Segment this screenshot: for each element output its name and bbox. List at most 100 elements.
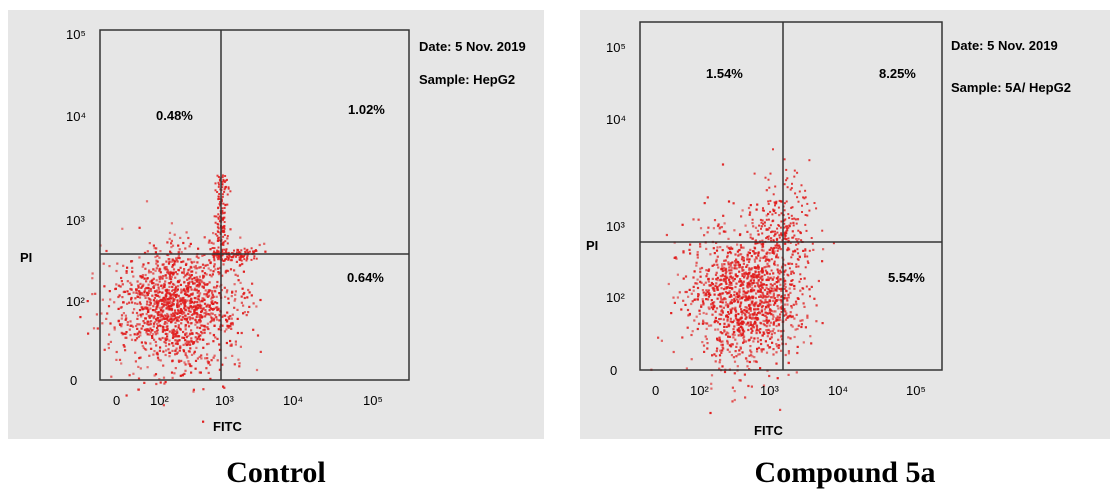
event-dot — [134, 339, 137, 342]
event-dot — [202, 388, 205, 391]
event-dot — [728, 272, 731, 275]
event-dot — [751, 218, 754, 221]
event-dot — [185, 332, 188, 335]
event-dot — [797, 324, 800, 327]
event-dot — [203, 272, 207, 275]
event-dot — [730, 343, 733, 346]
control-xtick-label-0: 0 — [113, 393, 120, 408]
event-dot — [784, 264, 787, 267]
event-dot — [685, 290, 688, 294]
event-dot — [730, 271, 733, 275]
event-dot — [226, 255, 229, 258]
event-dot — [181, 374, 184, 377]
event-dot — [682, 251, 685, 254]
event-dot — [749, 345, 752, 348]
event-dot — [149, 301, 152, 304]
event-dot — [252, 302, 255, 305]
event-dot — [199, 316, 202, 319]
event-dot — [775, 237, 779, 241]
event-dot — [186, 286, 190, 289]
event-dot — [146, 300, 149, 303]
event-dot — [714, 316, 717, 319]
event-dot — [180, 322, 183, 325]
event-dot — [202, 281, 205, 284]
event-dot — [770, 276, 773, 279]
event-dot — [239, 236, 242, 239]
event-dot — [171, 282, 175, 286]
event-dot — [783, 284, 786, 287]
event-dot — [120, 280, 123, 283]
event-dot — [704, 335, 707, 338]
event-dot — [179, 311, 182, 314]
event-dot — [212, 242, 215, 245]
event-dot — [747, 251, 750, 254]
event-dot — [788, 248, 791, 251]
event-dot — [780, 301, 783, 304]
event-dot — [753, 313, 756, 316]
event-dot — [762, 384, 766, 387]
event-dot — [657, 336, 660, 339]
control-xtick-label-1: 10² — [150, 393, 169, 408]
event-dot — [720, 308, 723, 311]
event-dot — [221, 315, 224, 318]
event-dot — [755, 301, 758, 304]
event-dot — [213, 354, 216, 357]
event-dot — [240, 259, 243, 262]
event-dot — [797, 238, 800, 241]
event-dot — [172, 312, 175, 315]
event-dot — [681, 223, 684, 226]
event-dot — [776, 377, 779, 380]
event-dot — [774, 289, 777, 292]
event-dot — [228, 317, 231, 320]
event-dot — [753, 311, 756, 314]
control-ytick-label-4: 10⁵ — [66, 27, 86, 42]
compound-date-annotation: Date: 5 Nov. 2019 — [951, 38, 1058, 53]
event-dot — [789, 314, 792, 317]
event-dot — [169, 297, 172, 300]
event-dot — [702, 311, 705, 315]
event-dot — [252, 328, 255, 331]
event-dot — [761, 278, 764, 282]
event-dot — [203, 312, 206, 315]
event-dot — [809, 295, 811, 298]
event-dot — [753, 281, 756, 284]
event-dot — [759, 283, 762, 287]
event-dot — [174, 293, 177, 297]
event-dot — [792, 224, 795, 227]
event-dot — [243, 254, 245, 257]
event-dot — [144, 273, 147, 277]
event-dot — [186, 287, 190, 290]
event-dot — [233, 249, 235, 252]
event-dot — [180, 251, 183, 254]
event-dot — [107, 343, 110, 346]
event-dot — [768, 252, 771, 255]
event-dot — [746, 258, 749, 261]
event-dot — [790, 305, 793, 308]
event-dot — [225, 341, 228, 345]
event-dot — [118, 358, 122, 361]
event-dot — [738, 349, 741, 352]
event-dot — [216, 249, 219, 252]
event-dot — [171, 285, 174, 288]
event-dot — [196, 312, 199, 316]
event-dot — [726, 316, 730, 319]
event-dot — [193, 350, 196, 353]
event-dot — [212, 270, 215, 273]
event-dot — [763, 221, 766, 224]
event-dot — [120, 331, 123, 334]
event-dot — [733, 333, 736, 336]
event-dot — [223, 229, 226, 232]
event-dot — [109, 298, 112, 301]
event-dot — [746, 309, 749, 312]
event-dot — [770, 287, 773, 290]
event-dot — [765, 258, 768, 261]
event-dot — [784, 282, 787, 285]
event-dot — [223, 181, 226, 183]
event-dot — [115, 350, 118, 354]
event-dot — [217, 328, 220, 331]
event-dot — [759, 290, 762, 293]
event-dot — [784, 235, 787, 238]
event-dot — [761, 313, 764, 316]
event-dot — [154, 321, 157, 324]
event-dot — [185, 285, 188, 288]
